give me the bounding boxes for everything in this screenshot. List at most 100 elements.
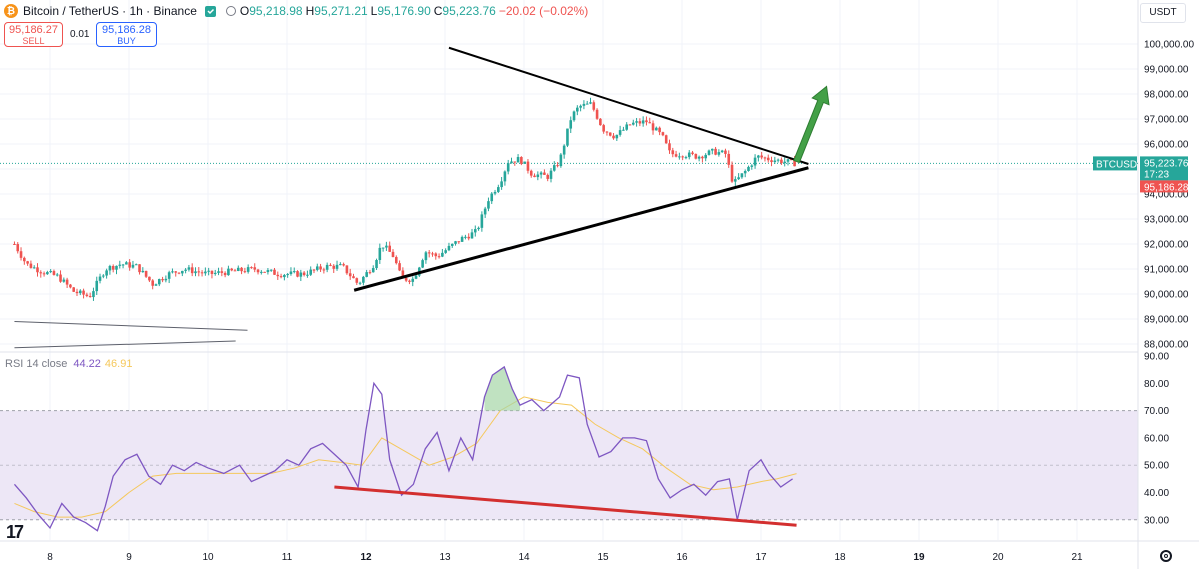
candle-body: [434, 253, 438, 257]
candle-body: [394, 257, 398, 264]
rsi-title: RSI 14 close: [5, 358, 68, 370]
candle-body: [217, 271, 220, 273]
time-axis-label: 12: [360, 552, 372, 563]
candle-body: [645, 120, 648, 123]
high-key: H: [305, 4, 315, 18]
candle-body: [381, 247, 385, 249]
candle-body: [743, 170, 747, 174]
candle-body: [348, 273, 352, 277]
sell-label: SELL: [22, 36, 45, 46]
candle-body: [717, 152, 721, 155]
candle-body: [134, 264, 138, 266]
candle-body: [424, 252, 428, 261]
candle-body: [671, 150, 675, 155]
candle-body: [697, 156, 701, 159]
candle-body: [365, 272, 368, 277]
candle-body: [730, 164, 734, 182]
time-axis-label: 8: [47, 552, 53, 563]
buy-button[interactable]: 95,186.28 BUY: [96, 22, 157, 47]
candle-body: [454, 241, 457, 244]
time-axis-label: 19: [913, 552, 925, 563]
rsi-axis-label: 90.00: [1144, 352, 1169, 363]
candle-body: [467, 236, 470, 239]
rsi-axis-label: 50.00: [1144, 461, 1169, 472]
candle-body: [148, 276, 151, 281]
candle-body: [286, 274, 289, 276]
candle-body: [793, 159, 796, 167]
candle-body: [253, 267, 257, 270]
flag-icon[interactable]: [204, 5, 216, 17]
candle-body: [335, 264, 339, 269]
price-axis-label: 96,000.00: [1144, 140, 1189, 151]
candle-body: [138, 264, 141, 273]
candle-body: [13, 244, 16, 245]
candle-body: [628, 124, 632, 126]
candle-body: [246, 267, 250, 272]
candle-body: [111, 265, 115, 270]
candle-body: [23, 257, 26, 262]
candle-body: [747, 166, 750, 171]
candle-body: [227, 268, 230, 276]
candle-body: [302, 272, 306, 276]
bitcoin-icon: ₿: [4, 4, 18, 18]
candle-body: [585, 103, 589, 105]
symbol-title[interactable]: Bitcoin / TetherUS · 1h · Binance: [23, 4, 197, 18]
candle-body: [59, 274, 62, 282]
candle-body: [480, 214, 484, 228]
candle-body: [776, 159, 780, 161]
candle-body: [398, 263, 401, 271]
candle-body: [230, 268, 233, 271]
candle-body: [187, 267, 191, 270]
candle-body: [740, 173, 744, 178]
change-value: −20.02 (−0.02%): [498, 4, 589, 18]
candle-body: [566, 128, 569, 146]
candle-body: [263, 271, 266, 273]
candle-body: [727, 153, 731, 165]
time-axis-label: 18: [834, 552, 846, 563]
open-value: 95,218.98: [249, 4, 303, 18]
candle-body: [648, 122, 652, 124]
tradingview-logo[interactable]: 17: [6, 522, 24, 542]
candle-body: [520, 157, 523, 164]
rsi-axis-label: 80.00: [1144, 379, 1169, 390]
candle-body: [447, 245, 451, 251]
candle-body: [260, 271, 263, 273]
sell-button[interactable]: 95,186.27 SELL: [4, 22, 63, 47]
candle-body: [707, 150, 711, 155]
candle-body: [780, 159, 783, 164]
candle-body: [332, 265, 336, 269]
candle-body: [661, 132, 665, 136]
candle-body: [177, 272, 181, 274]
candle-body: [668, 143, 671, 151]
candle-body: [329, 264, 332, 266]
candle-body: [543, 172, 546, 175]
candle-body: [167, 272, 171, 279]
rsi-legend[interactable]: RSI 14 close 44.22 46.91: [5, 358, 132, 370]
candle-body: [273, 269, 276, 275]
candle-body: [52, 271, 56, 275]
gear-icon[interactable]: [1160, 550, 1172, 562]
visibility-icon[interactable]: [225, 6, 236, 16]
price-axis-label: 100,000.00: [1144, 40, 1194, 51]
candle-body: [651, 123, 655, 131]
currency-selector[interactable]: USDT: [1140, 3, 1186, 23]
candle-body: [181, 270, 184, 274]
candle-body: [131, 264, 135, 268]
price-axis-label: 98,000.00: [1144, 90, 1189, 101]
candle-body: [497, 187, 500, 192]
candle-body: [19, 251, 23, 258]
candle-body: [786, 159, 790, 162]
candle-body: [773, 160, 777, 163]
candle-body: [789, 159, 793, 161]
candle-body: [605, 131, 609, 133]
rsi-line: [13, 365, 793, 532]
last-price-tag: [1140, 156, 1188, 181]
candle-body: [457, 241, 461, 243]
candle-body: [638, 121, 642, 124]
candle-body: [118, 264, 122, 266]
candle-body: [154, 284, 158, 286]
candle-body: [753, 157, 757, 166]
candle-body: [618, 130, 622, 135]
